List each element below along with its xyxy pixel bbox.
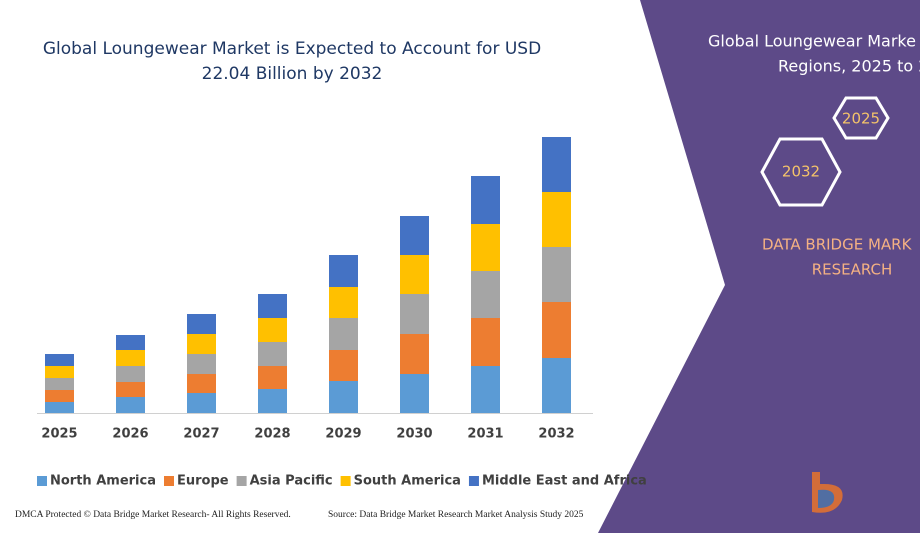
bar-segment: [400, 216, 429, 255]
bar-segment: [329, 255, 358, 287]
x-tick-label: 2031: [467, 427, 503, 442]
legend-swatch: [164, 476, 174, 486]
side-panel: [598, 0, 920, 533]
legend-label: Asia Pacific: [250, 474, 333, 489]
legend-swatch: [340, 476, 351, 486]
bar-segment: [471, 176, 500, 224]
bar-segment: [329, 381, 358, 413]
x-tick-label: 2029: [325, 427, 361, 442]
chart-title: Global Loungewear Market is Expected to …: [43, 39, 541, 59]
bar-segment: [258, 389, 287, 413]
x-tick-label: 2025: [41, 427, 77, 442]
bar-segment: [542, 137, 571, 192]
legend-swatch: [37, 476, 47, 486]
x-tick-label: 2030: [396, 427, 432, 442]
footer-left: DMCA Protected © Data Bridge Market Rese…: [15, 509, 291, 520]
bar-segment: [45, 402, 74, 413]
bar-segment: [45, 378, 74, 390]
bar-segment: [187, 393, 216, 413]
bar-segment: [187, 354, 216, 374]
bar-segment: [329, 350, 358, 381]
hexagon: [760, 137, 842, 207]
x-tick-label: 2026: [112, 427, 148, 442]
bar-segment: [471, 366, 500, 413]
bar-segment: [116, 350, 145, 366]
bar-segment: [542, 192, 571, 247]
bar-segment: [542, 302, 571, 358]
legend-label: North America: [50, 474, 156, 489]
bar-segment: [187, 374, 216, 393]
footer-right: Source: Data Bridge Market Research Mark…: [328, 510, 584, 520]
bar-segment: [542, 358, 571, 413]
hexagon: [832, 96, 890, 140]
bar-segment: [258, 342, 287, 366]
bar-segment: [187, 314, 216, 334]
panel-title: Global Loungewear Marke: [708, 32, 916, 51]
x-tick-label: 2032: [538, 427, 574, 442]
bar-segment: [329, 287, 358, 318]
bar-segment: [116, 397, 145, 413]
bar-segment: [187, 334, 216, 354]
bar-segment: [471, 318, 500, 366]
bar-segment: [45, 354, 74, 366]
legend-swatch: [468, 476, 479, 486]
chart-title: 22.04 Billion by 2032: [202, 64, 383, 84]
bar-segment: [116, 382, 145, 397]
bar-segment: [45, 390, 74, 402]
legend-swatch: [236, 476, 247, 486]
legend-label: South America: [354, 474, 461, 489]
brand-name: RESEARCH: [812, 261, 893, 279]
logo: [812, 472, 843, 513]
bar-segment: [116, 366, 145, 382]
panel-title: Regions, 2025 to 2: [778, 57, 920, 76]
hexagon-label: 2025: [842, 110, 880, 128]
x-tick-label: 2028: [254, 427, 290, 442]
brand-name: DATA BRIDGE MARK: [762, 236, 913, 254]
bar-segment: [258, 294, 287, 318]
legend-label: Europe: [177, 474, 229, 489]
x-tick-label: 2027: [183, 427, 219, 442]
bar-segment: [329, 318, 358, 350]
bar-segment: [471, 224, 500, 271]
bar-segment: [400, 334, 429, 374]
bar-segment: [471, 271, 500, 318]
bar-segment: [400, 255, 429, 294]
hexagon-label: 2032: [782, 163, 820, 181]
legend-label: Middle East and Africa: [482, 474, 647, 489]
bar-segment: [542, 247, 571, 302]
bar-segment: [258, 366, 287, 389]
bar-segment: [400, 294, 429, 334]
bar-segment: [400, 374, 429, 413]
bar-segment: [45, 366, 74, 378]
bar-segment: [116, 335, 145, 350]
bar-segment: [258, 318, 287, 342]
